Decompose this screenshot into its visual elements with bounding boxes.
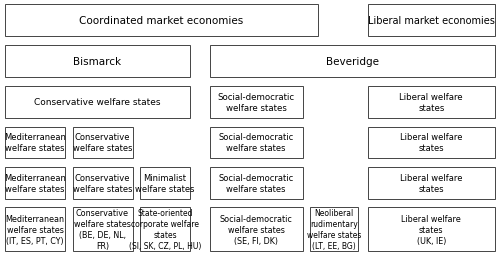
FancyBboxPatch shape xyxy=(72,127,132,159)
FancyBboxPatch shape xyxy=(210,86,302,118)
FancyBboxPatch shape xyxy=(5,127,65,159)
Text: Mediterranean
welfare states: Mediterranean welfare states xyxy=(4,173,66,194)
FancyBboxPatch shape xyxy=(72,168,132,199)
Text: Liberal welfare
states
(UK, IE): Liberal welfare states (UK, IE) xyxy=(402,214,461,245)
Text: Social-democratic
welfare states: Social-democratic welfare states xyxy=(218,133,294,153)
Text: Mediterranean
welfare states: Mediterranean welfare states xyxy=(4,133,66,153)
Text: Conservative welfare states: Conservative welfare states xyxy=(34,98,161,107)
Text: State-oriented
corporate welfare
states
(SI, SK, CZ, PL, HU): State-oriented corporate welfare states … xyxy=(129,208,201,250)
FancyBboxPatch shape xyxy=(310,207,358,251)
FancyBboxPatch shape xyxy=(210,207,302,251)
FancyBboxPatch shape xyxy=(5,46,190,77)
FancyBboxPatch shape xyxy=(368,127,495,159)
Text: Neoliberal
rudimentary
welfare states
(LT, EE, BG): Neoliberal rudimentary welfare states (L… xyxy=(306,208,361,250)
FancyBboxPatch shape xyxy=(5,86,190,118)
Text: Social-democratic
welfare states: Social-democratic welfare states xyxy=(218,92,295,112)
FancyBboxPatch shape xyxy=(72,207,132,251)
FancyBboxPatch shape xyxy=(5,207,65,251)
Text: Conservative
welfare states
(BE, DE, NL,
FR): Conservative welfare states (BE, DE, NL,… xyxy=(74,208,131,250)
Text: Conservative
welfare states: Conservative welfare states xyxy=(73,133,132,153)
Text: Liberal welfare
states: Liberal welfare states xyxy=(400,92,463,112)
Text: Mediterranean
welfare states
(IT, ES, PT, CY): Mediterranean welfare states (IT, ES, PT… xyxy=(6,214,64,245)
Text: Bismarck: Bismarck xyxy=(74,57,122,67)
FancyBboxPatch shape xyxy=(368,207,495,251)
FancyBboxPatch shape xyxy=(140,207,190,251)
FancyBboxPatch shape xyxy=(210,168,302,199)
Text: Liberal market economies: Liberal market economies xyxy=(368,16,494,26)
FancyBboxPatch shape xyxy=(210,46,495,77)
FancyBboxPatch shape xyxy=(368,168,495,199)
FancyBboxPatch shape xyxy=(368,86,495,118)
Text: Liberal welfare
states: Liberal welfare states xyxy=(400,173,462,194)
Text: Social-democratic
welfare states
(SE, FI, DK): Social-democratic welfare states (SE, FI… xyxy=(220,214,292,245)
Text: Social-democratic
welfare states: Social-democratic welfare states xyxy=(218,173,294,194)
Text: Coordinated market economies: Coordinated market economies xyxy=(79,16,243,26)
Text: Beveridge: Beveridge xyxy=(326,57,379,67)
FancyBboxPatch shape xyxy=(140,168,190,199)
FancyBboxPatch shape xyxy=(368,5,495,37)
Text: Conservative
welfare states: Conservative welfare states xyxy=(73,173,132,194)
FancyBboxPatch shape xyxy=(5,168,65,199)
FancyBboxPatch shape xyxy=(5,5,318,37)
Text: Minimalist
welfare states: Minimalist welfare states xyxy=(135,173,195,194)
FancyBboxPatch shape xyxy=(210,127,302,159)
Text: Liberal welfare
states: Liberal welfare states xyxy=(400,133,462,153)
